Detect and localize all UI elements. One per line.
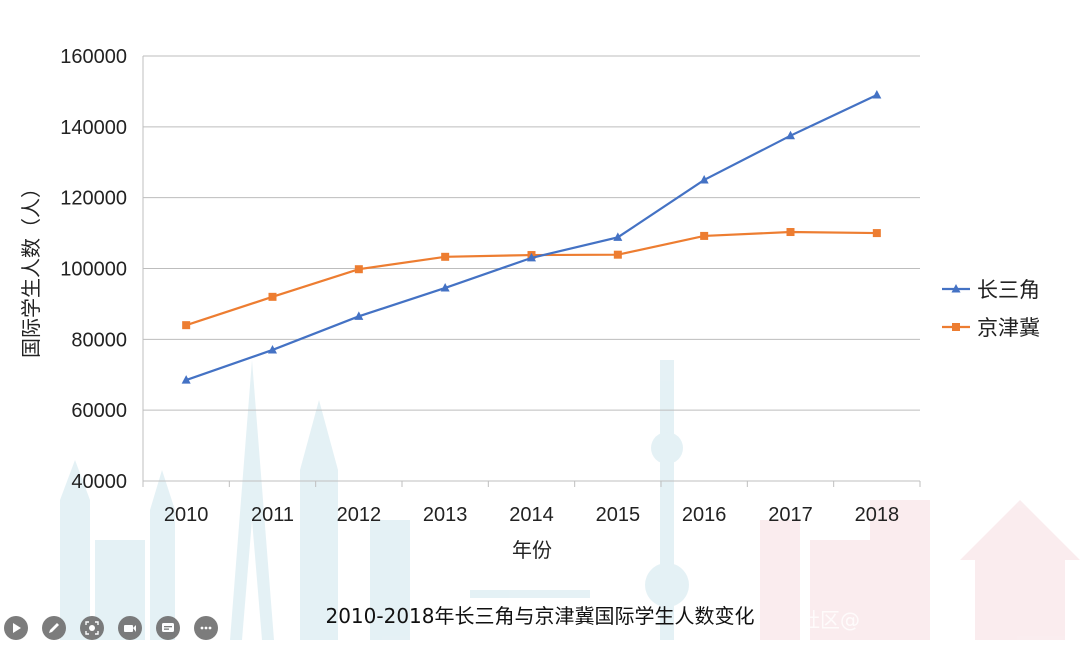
- data-point-changsanjiao: [440, 282, 450, 292]
- x-tick-label: 2016: [682, 504, 727, 526]
- data-point-changsanjiao: [268, 344, 277, 354]
- series-line-changsanjiao: [185, 93, 878, 382]
- camera-icon[interactable]: [118, 616, 142, 640]
- more-icon[interactable]: [194, 616, 218, 640]
- data-point-changsanjiao: [181, 375, 191, 384]
- data-point-jingjinji: [872, 229, 881, 238]
- series-layer: [181, 89, 882, 384]
- x-tick-labels: 2010 2011 2012 2013 2014 2015 2016 2017 2018: [164, 504, 899, 526]
- series-jingjinji: [182, 228, 881, 330]
- x-tick-label: 2014: [509, 504, 554, 526]
- x-tick-label: 2012: [337, 504, 382, 526]
- y-tick-labels: 40000 60000 80000 100000 120000 140000 160000: [60, 46, 127, 493]
- legend-label-changsanjiao: 长三角: [977, 278, 1040, 302]
- y-tick-label: 140000: [60, 117, 127, 139]
- plot-area: 400006000080000100000120000140000160000 …: [60, 46, 921, 526]
- chart-title: 2010-2018年长三角与京津冀国际学生人数变化: [325, 604, 754, 628]
- gridlines: [142, 55, 921, 487]
- series-line-jingjinji: [185, 230, 877, 327]
- data-point-changsanjiao: [872, 89, 882, 99]
- y-tick-label: 120000: [60, 188, 127, 210]
- x-tick-label: 2017: [768, 504, 813, 526]
- legend-item-changsanjiao: 长三角: [942, 278, 1040, 302]
- data-point-jingjinji: [354, 265, 363, 274]
- y-tick-label: 100000: [60, 259, 127, 281]
- data-point-jingjinji: [182, 321, 191, 330]
- legend-label-jingjinji: 京津冀: [977, 316, 1040, 340]
- play-icon[interactable]: [4, 616, 28, 640]
- pen-icon[interactable]: [42, 616, 66, 640]
- legend-marker-changsanjiao: [951, 284, 961, 293]
- data-point-jingjinji: [268, 292, 277, 301]
- presentation-toolbar: [0, 612, 244, 644]
- data-point-changsanjiao: [786, 130, 795, 140]
- y-tick-label: 40000: [71, 471, 127, 493]
- data-point-jingjinji: [441, 252, 450, 261]
- y-tick-label: 160000: [60, 46, 127, 68]
- x-tick-label: 2013: [423, 504, 468, 526]
- legend-item-jingjinji: 京津冀: [942, 316, 1040, 340]
- skyline-background: [60, 360, 1080, 640]
- series-changsanjiao: [181, 89, 882, 384]
- x-axis-label: 年份: [512, 538, 552, 562]
- data-point-jingjinji: [700, 231, 709, 240]
- x-tick-label: 2015: [596, 504, 641, 526]
- data-point-jingjinji: [786, 228, 795, 237]
- caption-icon[interactable]: [156, 616, 180, 640]
- data-point-jingjinji: [613, 250, 622, 259]
- y-axis-label: 国际学生人数（人）: [19, 178, 43, 358]
- data-point-changsanjiao: [527, 252, 536, 262]
- focus-icon[interactable]: [80, 616, 104, 640]
- x-tick-label: 2010: [164, 504, 209, 526]
- legend-marker-jingjinji: [952, 323, 960, 331]
- data-point-changsanjiao: [699, 174, 709, 184]
- watermark: 社区@: [800, 608, 860, 632]
- data-point-changsanjiao: [613, 232, 623, 241]
- y-tick-label: 80000: [71, 329, 127, 351]
- x-tick-label: 2018: [855, 504, 900, 526]
- x-tick-label: 2011: [251, 504, 294, 526]
- data-point-changsanjiao: [354, 311, 364, 320]
- y-tick-label: 60000: [71, 400, 127, 422]
